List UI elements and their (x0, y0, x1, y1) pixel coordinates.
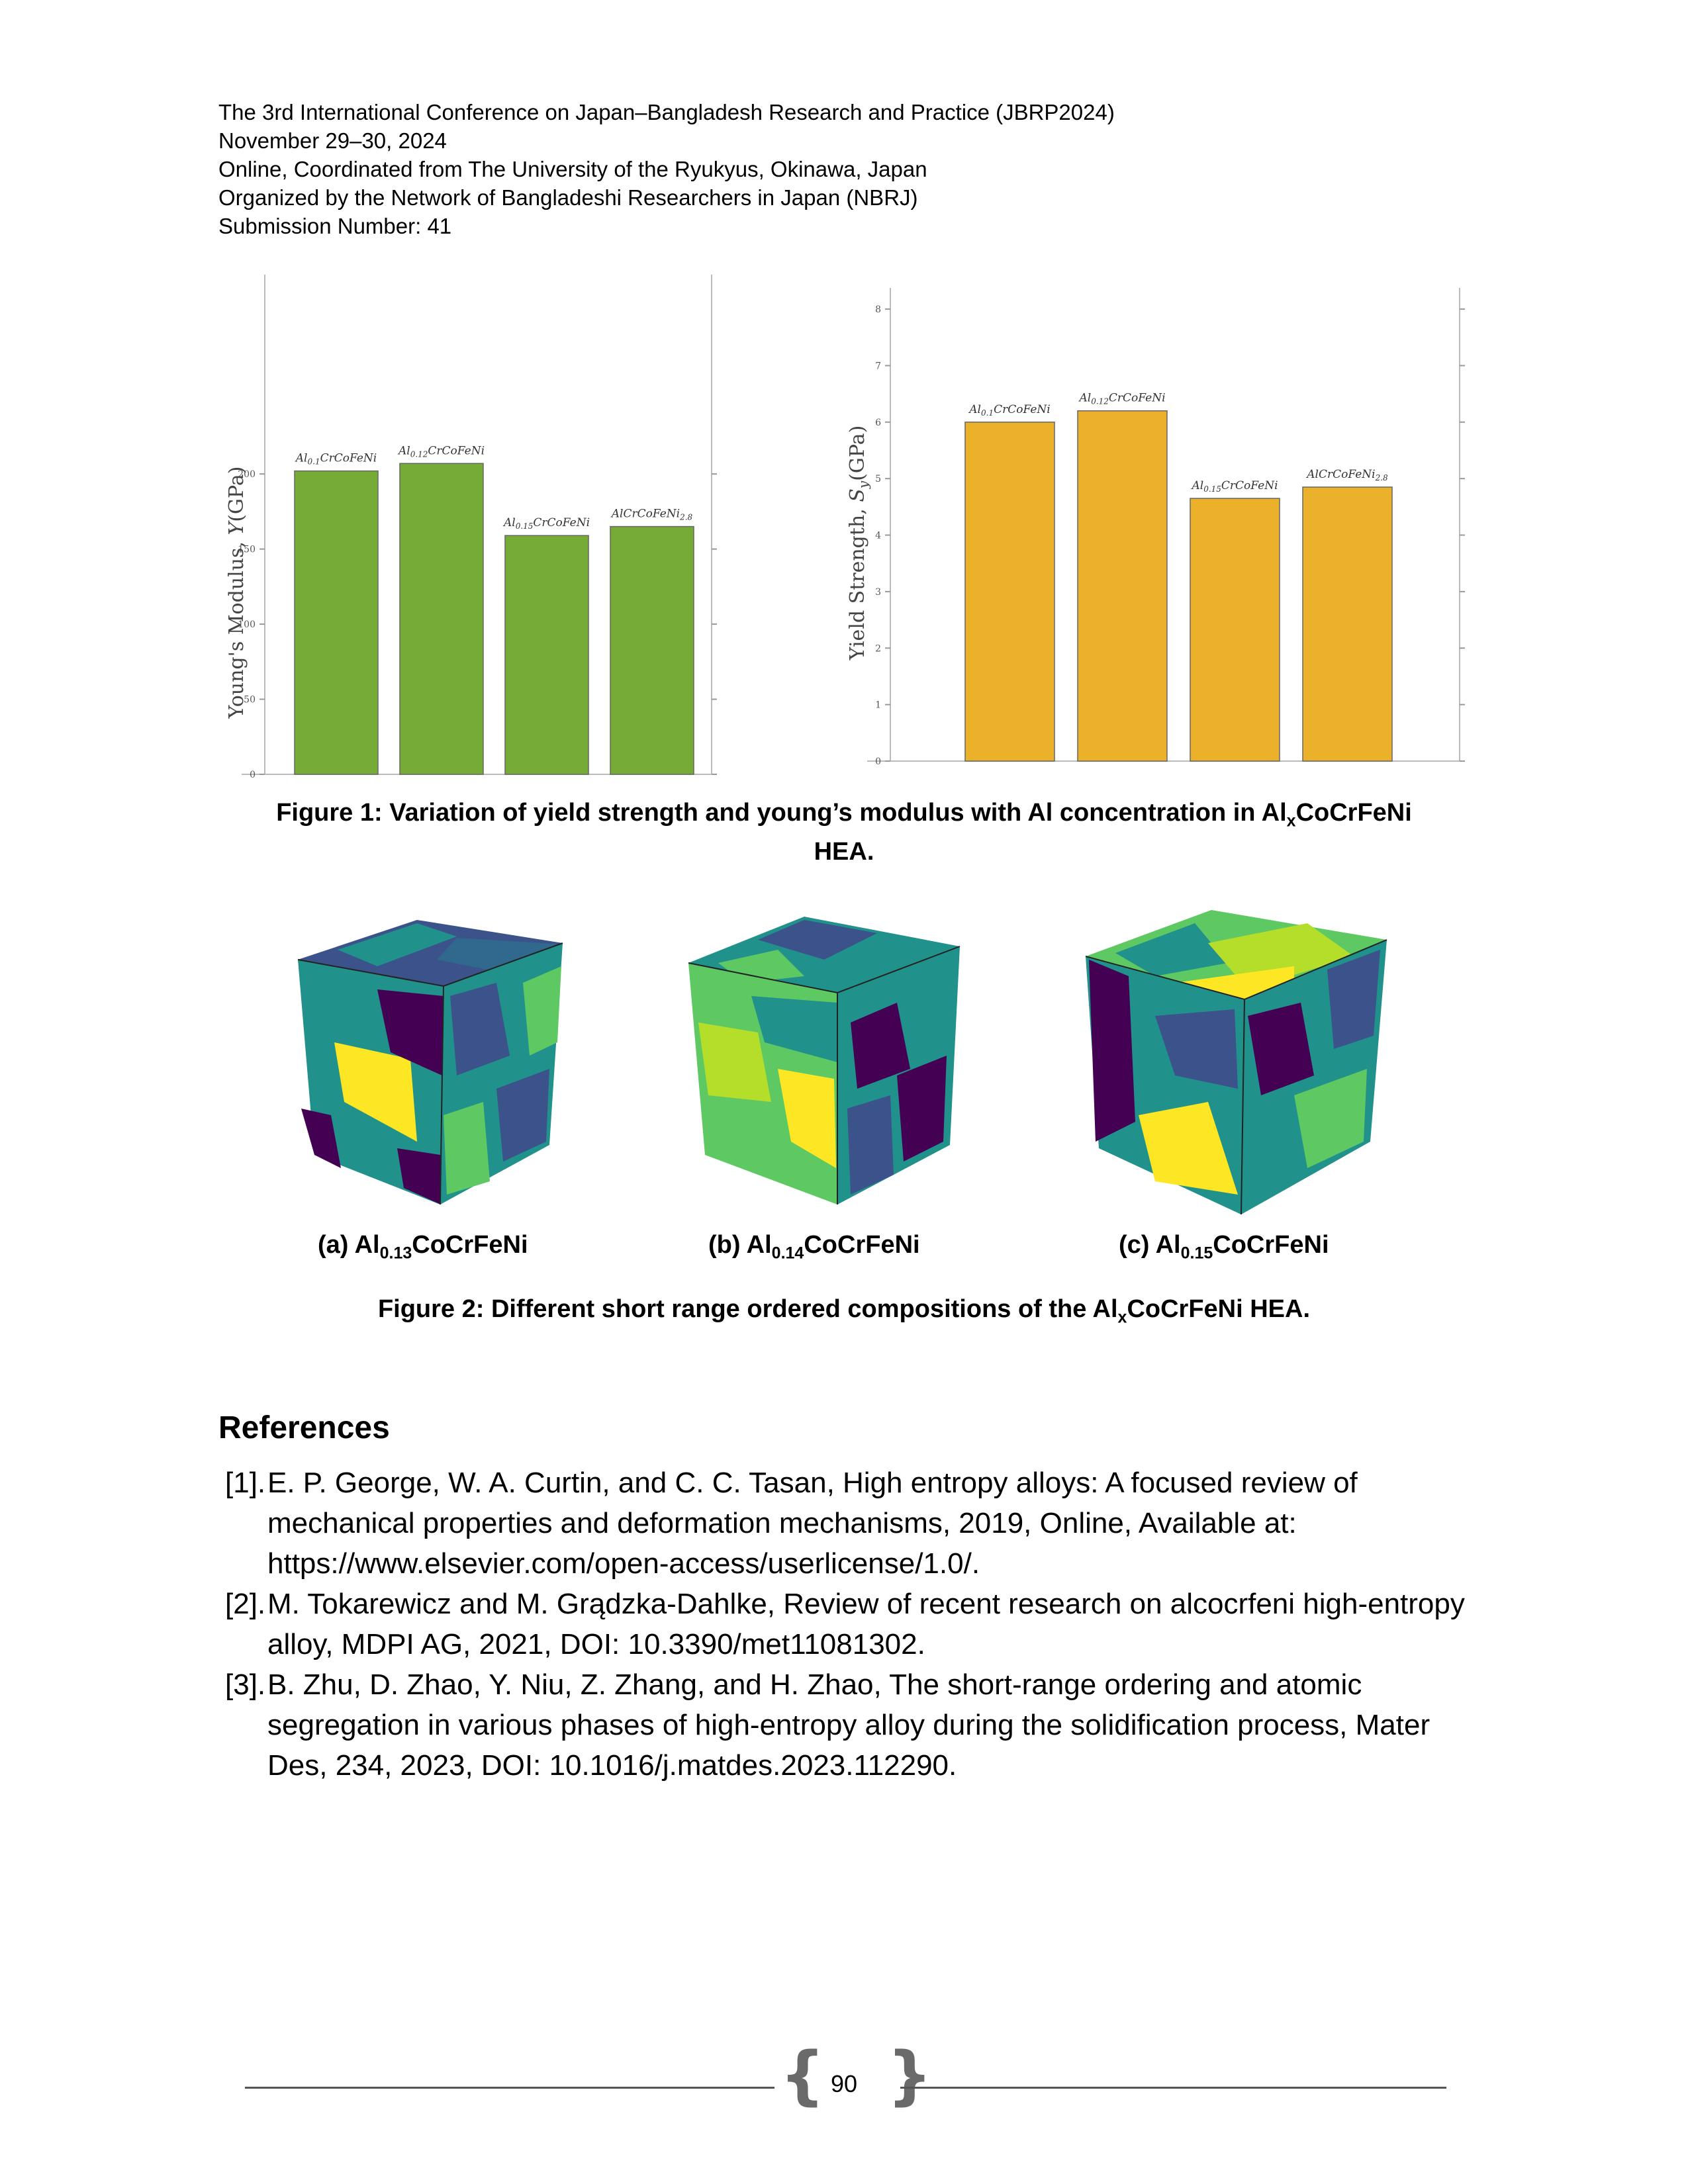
figure-2-caption: Figure 2: Different short range ordered … (199, 1294, 1489, 1333)
figure-1-caption-line2: HEA. (814, 837, 874, 866)
figure-1-caption: Figure 1: Variation of yield strength an… (199, 797, 1489, 867)
yield-bar-label-4: AlCrCoFeNi2.8 (1305, 468, 1388, 482)
header-submission-number: Submission Number: 41 (218, 214, 452, 238)
youngs-bar-3 (504, 535, 589, 775)
subfigure-b-subscript: 0.14 (771, 1244, 804, 1263)
subfigure-b-caption: (b) Al0.14CoCrFeNi (708, 1231, 920, 1263)
yield-ytick-label: 4 (875, 531, 881, 541)
youngs-ytick-label: 0 (250, 770, 256, 780)
reference-item-2: [2]. M. Tokarewicz and M. Grądzka-Dahlke… (225, 1584, 1483, 1664)
yield-strength-chart: 0 1 2 3 4 5 6 7 8 Al0.1CrCoFeNi Al0.12CrCoFeNi Al0.… (841, 278, 1470, 778)
figure-1-caption-tail: CoCrFeNi (1295, 799, 1412, 827)
reference-number: [2]. (225, 1588, 266, 1620)
figure-1-caption-text: Figure 1: Variation of yield strength an… (276, 799, 1287, 827)
youngs-modulus-chart-svg: 0 50 100 150 200 Al0.1CrCoFeNi Al0.12CrCoFeNi A… (225, 275, 717, 780)
subfigure-c-tail: CoCrFeNi (1213, 1231, 1329, 1259)
yield-ytick-label: 2 (875, 643, 881, 654)
header-conference-title: The 3rd International Conference on Japa… (218, 100, 1115, 124)
figure-2-caption-text: Figure 2: Different short range ordered … (377, 1295, 1118, 1323)
reference-text: M. Tokarewicz and M. Grądzka-Dahlke, Rev… (267, 1588, 1465, 1661)
yield-strength-chart-svg: 0 1 2 3 4 5 6 7 8 Al0.1CrCoFeNi Al0.12CrCoFeNi Al0.… (846, 288, 1465, 767)
subfigure-a-prefix: (a) Al (318, 1231, 380, 1259)
yield-ytick-label: 8 (875, 304, 881, 315)
yield-bar-1 (964, 422, 1055, 762)
figure-2-caption-tail: CoCrFeNi HEA. (1127, 1295, 1311, 1323)
yield-bar-4 (1302, 486, 1393, 762)
page-number: 90 (830, 2070, 858, 2097)
page-footer: { 90 } (0, 2038, 1688, 2113)
references-heading: References (218, 1410, 390, 1445)
footer-rule-left (245, 2087, 774, 2089)
youngs-ytick-label: 150 (238, 545, 256, 555)
cube-a-top (298, 920, 563, 986)
footer-rule-right (900, 2087, 1446, 2089)
youngs-bar-1 (294, 470, 379, 775)
figure-2-caption-subscript: x (1117, 1308, 1127, 1327)
reference-text: E. P. George, W. A. Curtin, and C. C. Ta… (267, 1467, 1358, 1580)
subfigure-a-caption: (a) Al0.13CoCrFeNi (318, 1231, 528, 1263)
yield-ytick-label: 7 (875, 361, 881, 371)
youngs-bar-4 (610, 525, 694, 775)
figure-1-caption-subscript: x (1286, 811, 1296, 831)
yield-bar-3 (1190, 498, 1280, 762)
footer-bracket-right: } (887, 2038, 933, 2113)
yield-bar-label-2: Al0.12CrCoFeNi (1078, 392, 1165, 406)
reference-number: [1]. (225, 1467, 266, 1499)
yield-bar-label-1: Al0.1CrCoFeNi (968, 403, 1050, 418)
cube-a-svg (297, 920, 563, 1205)
conference-header: The 3rd International Conference on Japa… (218, 98, 1476, 240)
yield-ytick-label: 0 (875, 756, 881, 767)
youngs-bar-label-3: Al0.15CrCoFeNi (502, 516, 590, 531)
yield-y-axis-label: Yield Strength, Sy(GPa) (846, 426, 871, 661)
subfigure-c-prefix: (c) Al (1119, 1231, 1181, 1259)
subfigure-c-subscript: 0.15 (1180, 1244, 1213, 1263)
reference-item-1: [1]. E. P. George, W. A. Curtin, and C. … (225, 1463, 1483, 1584)
subfigure-c-caption: (c) Al0.15CoCrFeNi (1119, 1231, 1329, 1263)
youngs-ytick-label: 50 (244, 695, 256, 705)
footer-bracket-left: { (780, 2038, 825, 2113)
header-venue: Online, Coordinated from The University … (218, 157, 927, 181)
youngs-bar-label-4: AlCrCoFeNi2.8 (610, 508, 693, 522)
yield-bar-label-3: Al0.15CrCoFeNi (1190, 479, 1278, 494)
youngs-ytick-label: 100 (238, 619, 256, 630)
cube-image-b (679, 903, 976, 1208)
reference-item-3: [3]. B. Zhu, D. Zhao, Y. Niu, Z. Zhang, … (225, 1664, 1483, 1786)
youngs-bar-label-1: Al0.1CrCoFeNi (295, 452, 377, 467)
subfigure-a-subscript: 0.13 (379, 1244, 412, 1263)
cube-image-a (285, 903, 583, 1208)
youngs-bar-2 (399, 463, 484, 775)
subfigure-b-prefix: (b) Al (708, 1231, 772, 1259)
yield-ytick-label: 6 (875, 418, 881, 428)
header-dates: November 29–30, 2024 (218, 128, 447, 153)
yield-ytick-label: 5 (875, 474, 881, 484)
youngs-modulus-chart: 0 50 100 150 200 Al0.1CrCoFeNi Al0.12CrCoFeNi A… (222, 271, 811, 791)
youngs-bar-label-2: Al0.12CrCoFeNi (397, 444, 485, 459)
reference-text: B. Zhu, D. Zhao, Y. Niu, Z. Zhang, and H… (267, 1668, 1430, 1782)
references-list: [1]. E. P. George, W. A. Curtin, and C. … (225, 1463, 1483, 1786)
yield-ytick-label: 3 (875, 587, 881, 598)
yield-bar-2 (1077, 410, 1168, 762)
subfigure-a-tail: CoCrFeNi (412, 1231, 528, 1259)
youngs-ytick-label: 200 (238, 469, 256, 480)
youngs-y-axis-label: Young's Modulus, Y(GPa) (225, 467, 248, 719)
header-organizer: Organized by the Network of Bangladeshi … (218, 185, 918, 210)
subfigure-b-tail: CoCrFeNi (804, 1231, 920, 1259)
cube-b-svg (688, 917, 961, 1205)
cube-c-svg (1085, 910, 1387, 1215)
reference-number: [3]. (225, 1668, 266, 1701)
cube-image-c (1076, 903, 1397, 1215)
yield-ytick-label: 1 (875, 700, 881, 711)
